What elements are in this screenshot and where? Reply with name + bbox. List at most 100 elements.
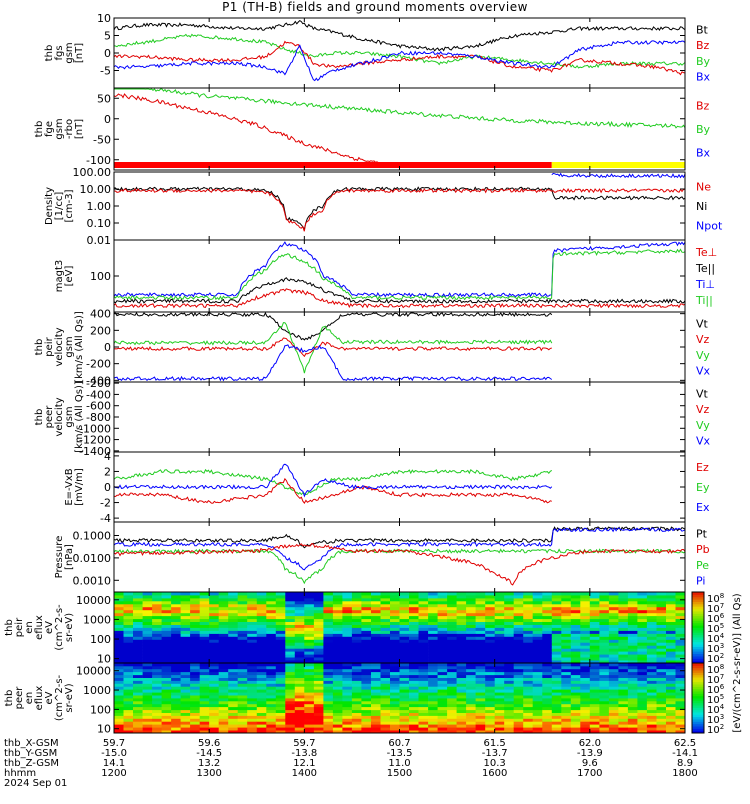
spectrogram-cell [570,595,581,599]
spectrogram-cell [675,663,686,667]
spectrogram-cell [456,718,467,722]
spectrogram-cell [237,677,248,681]
spectrogram-cell [447,721,457,725]
legend-label-temp: Ti⊥ [695,278,715,291]
spectrogram-cell [266,665,277,670]
spectrogram-cell [332,715,343,719]
spectrogram-cell [494,645,505,649]
spectrogram-cell [418,657,429,661]
spectrogram-cell [456,612,467,617]
x-annotation-value: 12.1 [293,758,315,769]
colorbar-segment [692,702,704,706]
spectrogram-cell [437,595,448,599]
spectrogram-cell [504,712,515,716]
spectrogram-cell [285,624,296,628]
spectrogram-cell [428,668,438,673]
spectrogram-cell [218,621,229,625]
spectrogram-cell [542,651,553,655]
spectrogram-cell [351,615,362,620]
spectrogram-cell [380,651,391,655]
spectrogram-cell [256,648,267,652]
spectrogram-cell [456,595,467,599]
spectrogram-cell [551,657,562,661]
spectrogram-cell [152,665,162,670]
spectrogram-cell [618,709,629,713]
spectrogram-cell [313,703,324,708]
spectrogram-cell [542,597,553,602]
spectrogram-cell [199,600,210,605]
spectrogram-cell [447,654,457,658]
spectrogram-cell [380,595,391,599]
spectrogram-cell [466,654,476,658]
spectrogram-cell [485,615,496,620]
spectrogram-cell [399,724,410,728]
spectrogram-cell [494,615,505,620]
spectrogram-cell [513,654,524,658]
spectrogram-cell [580,597,591,602]
spectrogram-cell [437,600,448,605]
spectrogram-cell [171,639,181,643]
spectrogram-cell [418,636,429,640]
spectrogram-cell [161,721,172,725]
spectrogram-cell [323,600,334,605]
spectrogram-cell [294,730,305,734]
spectrogram-cell [542,618,553,622]
spectrogram-cell [656,703,667,708]
spectrogram-cell [342,630,353,634]
spectrogram-cell [589,624,600,628]
spectrogram-cell [304,715,315,719]
spectrogram-cell [399,727,410,731]
spectrogram-cell [313,715,324,719]
spectrogram-cell [513,636,524,640]
spectrogram-cell [475,715,486,719]
spectrogram-cell [171,663,181,667]
spectrogram-cell [599,674,610,678]
spectrogram-cell [589,677,600,681]
spectrogram-cell [589,615,600,620]
spectrogram-cell [209,592,220,596]
spectrogram-cell [409,695,419,699]
spectrogram-cell [342,660,353,664]
spectrogram-cell [418,703,429,708]
spectrogram-cell [114,609,124,614]
spectrogram-cell [142,677,153,681]
spectrogram-cell [171,597,181,602]
spectrogram-cell [485,706,496,711]
spectrogram-cell [580,718,591,722]
spectrogram-cell [561,706,572,711]
spectrogram-cell [180,724,191,728]
spectrogram-cell [209,657,220,661]
colorbar-segment [692,629,704,633]
spectrogram-cell [247,674,258,678]
spectrogram-cell [437,597,448,602]
spectrogram-cell [390,692,400,696]
spectrogram-cell [237,718,248,722]
spectrogram-cell [580,642,591,646]
spectrogram-cell [608,606,619,611]
spectrogram-cell [532,630,543,634]
spectrogram-cell [218,692,229,696]
spectrogram-cell [351,606,362,611]
spectrogram-cell [161,621,172,625]
spectrogram-cell [133,606,143,611]
spectrogram-cell [199,671,210,676]
spectrogram-cell [532,689,543,693]
spectrogram-cell [371,657,381,661]
spectrogram-cell [447,683,457,687]
spectrogram-cell [218,703,229,708]
spectrogram-cell [342,624,353,628]
spectrogram-cell [323,668,334,673]
spectrogram-cell [209,686,220,690]
spectrogram-cell [323,683,334,687]
spectrogram-cell [228,692,239,696]
spectrogram-cell [228,680,239,684]
spectrogram-cell [371,692,381,696]
spectrogram-cell [114,654,124,658]
spectrogram-cell [351,686,362,690]
spectrogram-cell [199,630,210,634]
spectrogram-cell [494,700,505,705]
spectrogram-cell [570,700,581,705]
x-annotation-value: -14.1 [672,748,698,759]
spectrogram-cell [475,621,486,625]
spectrogram-cell [437,700,448,705]
